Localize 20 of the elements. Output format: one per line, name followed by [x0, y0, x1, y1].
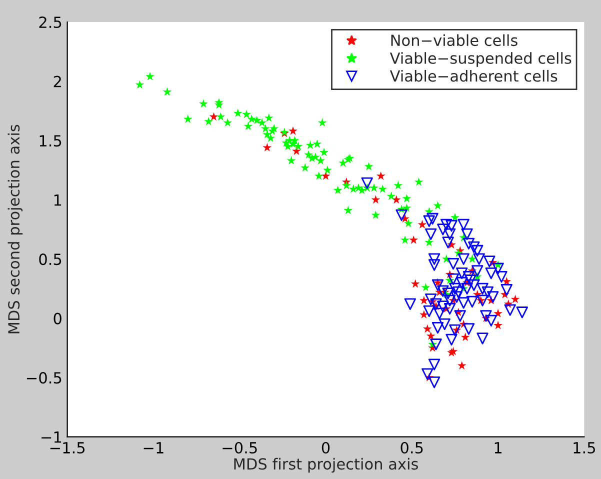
legend-label: Viable−suspended cells: [390, 52, 572, 67]
x-axis-title: MDS first projection axis: [234, 458, 418, 473]
y-tick-label: −1: [42, 432, 62, 443]
y-tick-label: 0: [54, 312, 62, 324]
x-tick-label: 1: [494, 442, 502, 454]
legend-label: Non−viable cells: [391, 34, 518, 46]
x-tick-label: −0.5: [222, 442, 257, 454]
y-tick-label: 1.5: [40, 135, 62, 147]
x-tick-label: 0.5: [400, 442, 423, 454]
y-tick-label: 2: [54, 76, 61, 88]
y-tick-label: 1: [54, 194, 62, 206]
x-tick-label: 1.5: [574, 442, 595, 454]
y-axis-title: MDS second projection axis: [8, 124, 23, 334]
y-tick-label: 2.5: [39, 16, 62, 28]
x-tick-label: −1.5: [50, 442, 85, 454]
y-tick-label: 0.5: [39, 254, 62, 266]
y-tick-label: −0.5: [26, 372, 62, 384]
x-tick-label: −1: [144, 442, 164, 454]
x-tick-label: 0: [322, 442, 330, 454]
legend-label: Viable−adherent cells: [390, 70, 558, 82]
